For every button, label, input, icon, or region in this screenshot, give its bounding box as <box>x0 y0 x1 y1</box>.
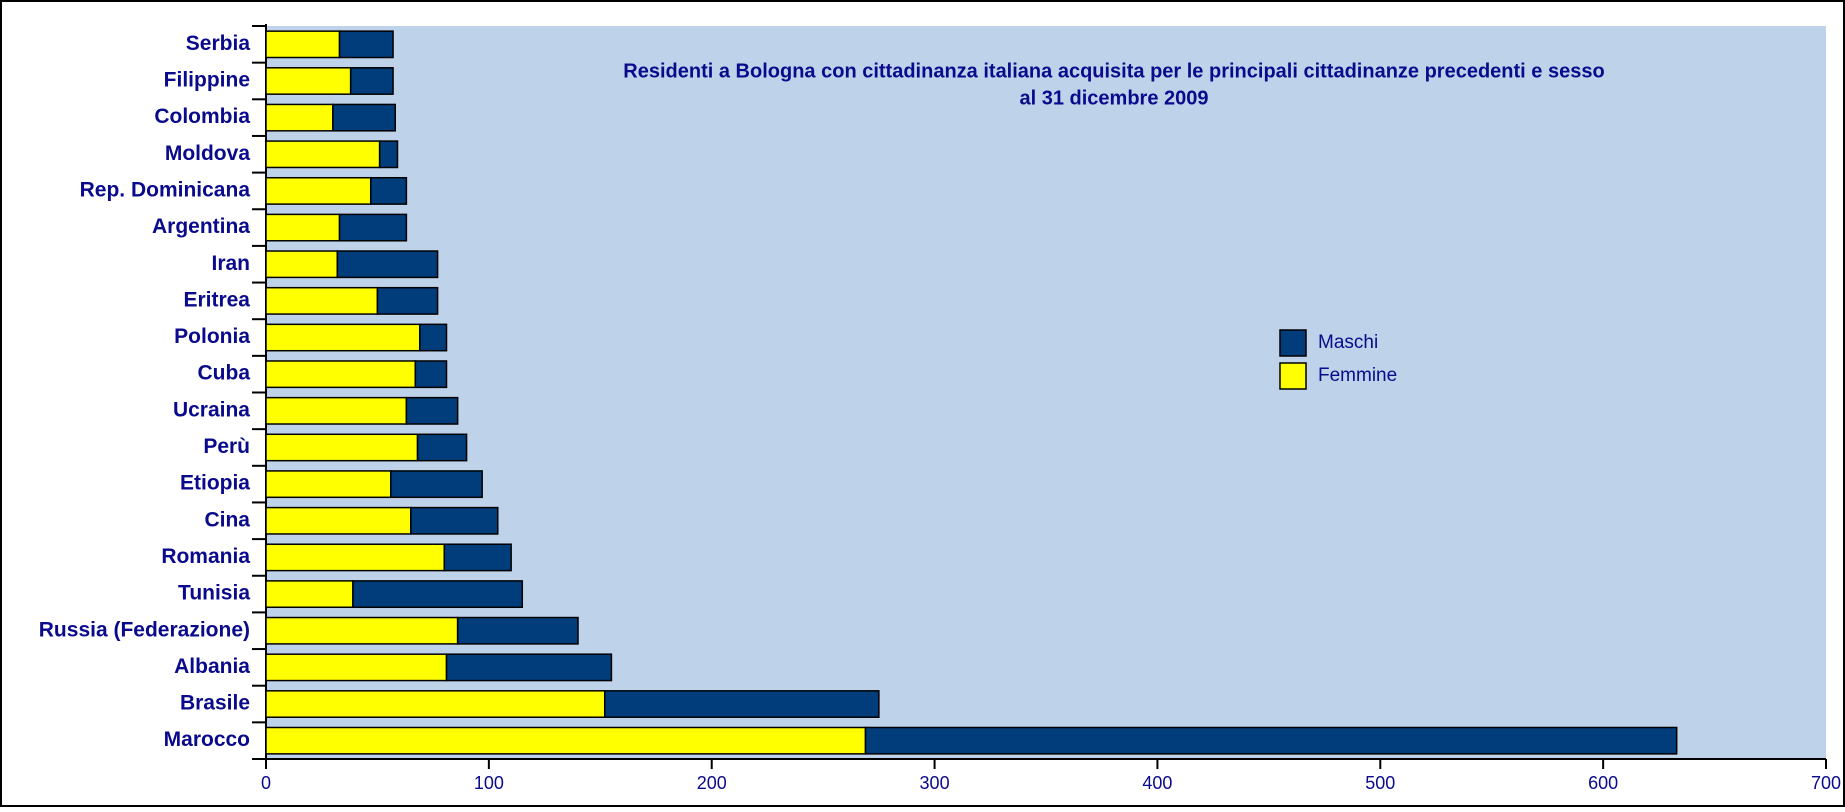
legend-label: Maschi <box>1318 332 1378 353</box>
y-tick-label: Romania <box>161 545 250 568</box>
bar-segment <box>265 726 867 755</box>
bar-segment <box>265 506 412 535</box>
y-tick-label: Perù <box>203 435 250 458</box>
chart-title: al 31 dicembre 2009 <box>1019 87 1208 109</box>
y-tick-label: Tunisia <box>178 582 250 605</box>
y-tick-label: Iran <box>211 252 250 275</box>
bar-segment <box>410 506 499 535</box>
bar-segment <box>265 286 379 315</box>
bar-segment <box>376 286 439 315</box>
y-tick-label: Brasile <box>180 692 250 715</box>
bar-segment <box>265 213 341 242</box>
bar-segment <box>265 690 606 718</box>
x-tick-label: 500 <box>1365 773 1395 793</box>
bar-segment <box>416 433 468 462</box>
y-tick-label: Cuba <box>198 362 251 385</box>
x-tick-label: 200 <box>697 773 727 793</box>
y-tick-label: Eritrea <box>183 288 250 311</box>
bar-segment <box>352 580 524 609</box>
x-tick-label: 400 <box>1142 773 1172 793</box>
bar-segment <box>265 396 408 425</box>
bar-segment <box>265 176 372 205</box>
legend-label: Femmine <box>1318 365 1397 386</box>
bar-segment <box>265 653 448 682</box>
bar-segment <box>349 67 394 95</box>
plot-area <box>266 26 1826 759</box>
y-tick-label: Moldova <box>165 142 250 165</box>
bar-segment <box>338 213 408 242</box>
bar-segment <box>265 580 354 609</box>
y-tick-label: Etiopia <box>180 472 250 495</box>
y-tick-label: Cina <box>204 508 250 531</box>
y-tick-label: Albania <box>174 655 250 678</box>
x-tick-label: 600 <box>1588 773 1618 793</box>
bar-segment <box>332 103 397 132</box>
bar-segment <box>603 690 880 718</box>
bar-segment <box>265 323 421 352</box>
x-tick-label: 100 <box>474 773 504 793</box>
y-tick-label: Russia (Federazione) <box>39 618 250 641</box>
bar-segment <box>443 543 512 572</box>
y-tick-label: Colombia <box>154 105 250 128</box>
y-tick-label: Rep. Dominicana <box>80 178 251 201</box>
bar-segment <box>265 140 381 169</box>
bar-segment <box>265 433 419 462</box>
x-tick-label: 700 <box>1811 773 1841 793</box>
y-tick-label: Marocco <box>164 728 250 751</box>
bar-segment <box>419 323 448 352</box>
chart-title: Residenti a Bologna con cittadinanza ita… <box>623 60 1604 82</box>
bar-segment <box>864 726 1678 755</box>
y-tick-label: Serbia <box>186 32 251 55</box>
y-tick-label: Argentina <box>152 215 250 238</box>
y-tick-label: Polonia <box>174 325 250 348</box>
legend-swatch <box>1279 329 1307 357</box>
y-tick-label: Ucraina <box>173 398 250 421</box>
bar-segment <box>265 543 446 572</box>
bar-segment <box>265 470 392 499</box>
bar-segment <box>265 103 334 132</box>
bar-segment <box>456 616 579 645</box>
bar-segment <box>369 176 408 205</box>
bar-segment <box>414 360 448 389</box>
bar-segment <box>405 396 459 425</box>
x-tick-label: 0 <box>261 773 271 793</box>
bar-segment <box>378 140 399 169</box>
bar-segment <box>336 250 439 279</box>
bar-segment <box>265 250 339 279</box>
bar-segment <box>265 360 417 389</box>
legend-swatch <box>1279 362 1307 390</box>
bar-segment <box>390 470 483 499</box>
bar-segment <box>445 653 613 682</box>
bar-segment <box>338 30 394 59</box>
x-tick-label: 300 <box>920 773 950 793</box>
bar-segment <box>265 30 341 59</box>
y-tick-label: Filippine <box>164 69 250 92</box>
bar-segment <box>265 67 352 95</box>
bar-segment <box>265 616 459 645</box>
